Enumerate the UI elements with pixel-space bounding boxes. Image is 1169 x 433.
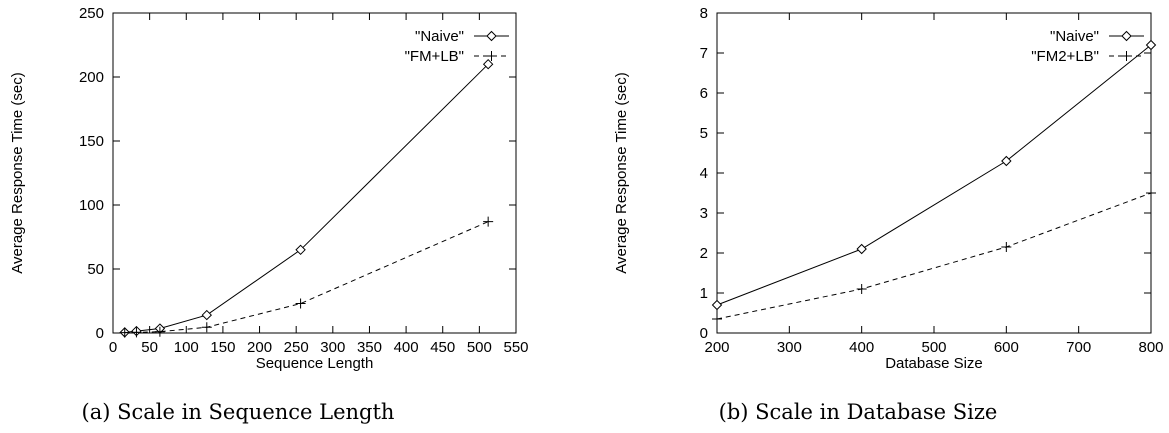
chart-a-y-tick-label: 150: [79, 133, 104, 150]
chart-b-x-axis-label: Database Size: [885, 355, 983, 372]
chart-b-legend-label: "FM2+LB": [1031, 48, 1099, 65]
chart-a-x-tick-label: 100: [174, 339, 199, 356]
chart-a-data-point: [295, 298, 306, 309]
chart-b-series-line-fmlb: [716, 192, 1152, 320]
chart-a-data-point: [295, 244, 306, 256]
chart-a-plot-frame: [112, 12, 517, 334]
chart-b-y-tick-label: 3: [700, 205, 708, 222]
chart-a-y-tick-label: 250: [79, 5, 104, 22]
chart-b-x-tick-label: 700: [1066, 339, 1091, 356]
chart-b-data-point: [1145, 39, 1157, 51]
chart-b-y-axis-label: Average Response Time (sec): [613, 72, 630, 273]
chart-a-x-tick-label: 400: [394, 339, 419, 356]
chart-b-y-tick-label: 7: [700, 45, 708, 62]
chart-a-legend-label: "FM+LB": [405, 48, 464, 65]
chart-a-y-axis-label: Average Response Time (sec): [9, 72, 26, 273]
chart-b-data-point: [856, 284, 867, 294]
chart-b-x-tick-label: 200: [704, 339, 729, 356]
chart-b-x-tick-label: 400: [849, 339, 874, 356]
chart-b-caption: (b) Scale in Database Size: [719, 400, 998, 424]
chart-b-x-tick-label: 300: [777, 339, 802, 356]
chart-b-y-tick-label: 2: [700, 245, 708, 262]
chart-a-data-point: [154, 326, 165, 337]
chart-a-x-tick-label: 500: [467, 339, 492, 356]
chart-a-x-tick-label: 250: [284, 339, 309, 356]
chart-a-x-tick-label: 150: [210, 339, 235, 356]
chart-a-y-tick-label: 100: [79, 197, 104, 214]
chart-a-data-point: [119, 327, 130, 338]
chart-b-x-tick-label: 500: [921, 339, 946, 356]
chart-a-legend-label: "Naive": [415, 28, 464, 45]
chart-a-series-line-naive: [124, 63, 489, 333]
chart-a-data-point: [201, 322, 212, 333]
chart-b-data-point: [1001, 155, 1012, 167]
chart-a-data-point: [201, 309, 212, 321]
chart-b-data-point: [1001, 242, 1012, 252]
chart-a-data-point: [482, 58, 494, 70]
chart-b-data-point: [712, 314, 722, 324]
chart-a-x-tick-label: 550: [503, 339, 528, 356]
chart-a-caption: (a) Scale in Sequence Length: [82, 400, 395, 424]
chart-a-x-tick-label: 450: [430, 339, 455, 356]
chart-b-data-point: [711, 299, 723, 311]
chart-a-x-tick-label: 200: [247, 339, 272, 356]
chart-b-y-tick-label: 0: [700, 325, 708, 342]
chart-b-data-point: [1146, 188, 1156, 198]
chart-a-legend-marker: [486, 51, 497, 61]
chart-b-data-point: [856, 243, 867, 255]
chart-b-x-tick-label: 600: [994, 339, 1019, 356]
chart-b-series-line-naive: [716, 44, 1152, 306]
chart-a-x-tick-label: 300: [320, 339, 345, 356]
chart-b-y-tick-label: 5: [700, 125, 708, 142]
chart-b-legend-marker: [1121, 51, 1132, 61]
chart-a-x-tick-label: 0: [109, 339, 117, 356]
chart-a-y-tick-label: 200: [79, 69, 104, 86]
chart-a-data-point: [483, 216, 494, 227]
chart-b-y-tick-label: 4: [700, 165, 708, 182]
chart-b-x-tick-label: 800: [1138, 339, 1163, 356]
chart-b-legend-label: "Naive": [1050, 28, 1099, 45]
chart-b-y-tick-label: 8: [700, 5, 708, 22]
chart-a-x-axis-label: Sequence Length: [256, 355, 374, 372]
chart-b-y-tick-label: 1: [700, 285, 708, 302]
chart-a-x-tick-label: 350: [357, 339, 382, 356]
chart-a-y-tick-label: 0: [96, 325, 104, 342]
chart-b-legend-marker: [1121, 30, 1132, 42]
chart-b-y-tick-label: 6: [700, 85, 708, 102]
chart-a-x-tick-label: 50: [141, 339, 158, 356]
chart-a-series-line-fmlb: [124, 221, 489, 334]
chart-a-legend-marker: [486, 30, 497, 42]
chart-a-y-tick-label: 50: [87, 261, 104, 278]
chart-a-data-point: [131, 327, 142, 338]
